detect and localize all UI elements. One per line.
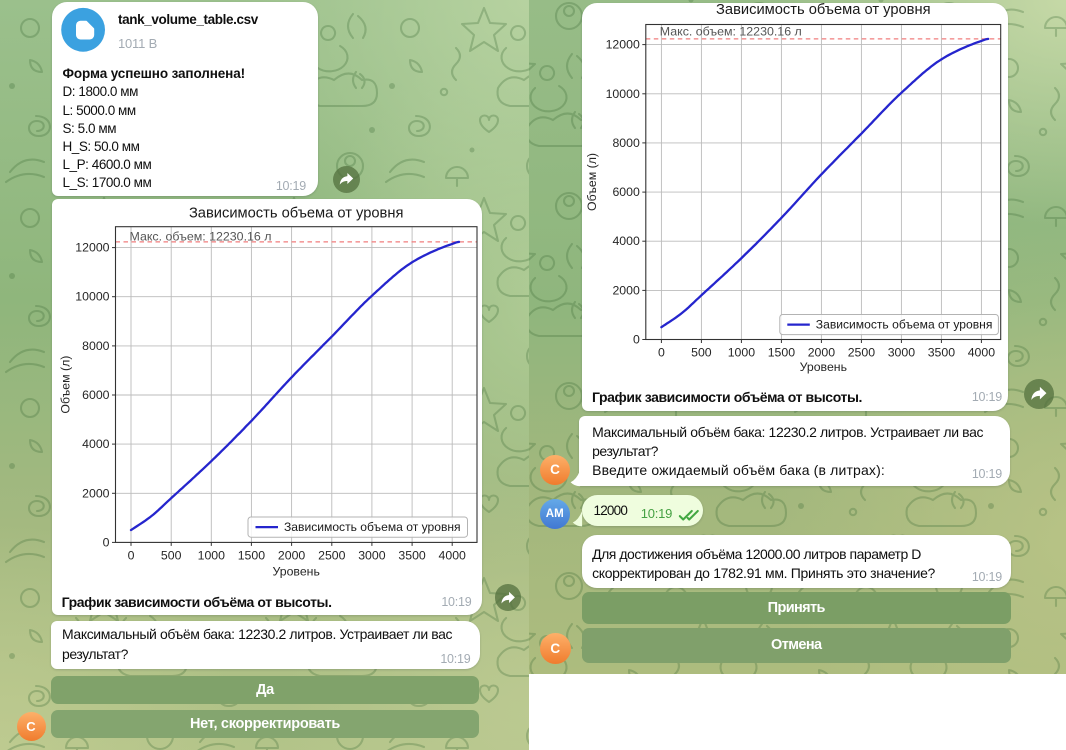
svg-text:2500: 2500 xyxy=(848,345,876,359)
svg-text:Зависимость объема от уровня: Зависимость объема от уровня xyxy=(816,318,993,332)
svg-text:8000: 8000 xyxy=(82,339,110,353)
svg-text:6000: 6000 xyxy=(82,388,110,402)
svg-text:2000: 2000 xyxy=(278,548,306,562)
svg-text:Макс. объем: 12230.16 л: Макс. объем: 12230.16 л xyxy=(130,230,272,244)
svg-text:3500: 3500 xyxy=(928,345,956,359)
svg-text:Уровень: Уровень xyxy=(273,565,320,579)
svg-text:0: 0 xyxy=(633,333,640,347)
svg-text:1500: 1500 xyxy=(238,548,266,562)
svg-text:Уровень: Уровень xyxy=(800,360,847,374)
svg-text:500: 500 xyxy=(691,345,712,359)
svg-text:4000: 4000 xyxy=(82,437,110,451)
svg-text:10000: 10000 xyxy=(75,290,109,304)
svg-text:2000: 2000 xyxy=(612,283,640,297)
svg-text:3000: 3000 xyxy=(358,548,386,562)
svg-text:12000: 12000 xyxy=(606,38,640,52)
svg-text:1000: 1000 xyxy=(728,345,756,359)
svg-text:2000: 2000 xyxy=(808,345,836,359)
svg-text:500: 500 xyxy=(161,548,182,562)
svg-text:1500: 1500 xyxy=(768,345,796,359)
svg-text:Зависимость объема от уровня: Зависимость объема от уровня xyxy=(189,206,404,222)
svg-text:2500: 2500 xyxy=(318,548,346,562)
svg-text:3000: 3000 xyxy=(888,345,916,359)
svg-text:6000: 6000 xyxy=(612,185,640,199)
svg-text:4000: 4000 xyxy=(968,345,996,359)
svg-text:12000: 12000 xyxy=(75,241,109,255)
svg-text:0: 0 xyxy=(128,548,135,562)
svg-text:3500: 3500 xyxy=(398,548,426,562)
svg-text:0: 0 xyxy=(658,345,665,359)
svg-text:Зависимость объема от уровня: Зависимость объема от уровня xyxy=(716,2,931,18)
svg-text:8000: 8000 xyxy=(612,136,640,150)
svg-text:2000: 2000 xyxy=(82,486,110,500)
svg-text:Макс. объем: 12230.16 л: Макс. объем: 12230.16 л xyxy=(660,25,802,39)
svg-text:4000: 4000 xyxy=(439,548,467,562)
svg-text:Зависимость объема от уровня: Зависимость объема от уровня xyxy=(284,520,461,534)
svg-text:0: 0 xyxy=(103,535,110,549)
svg-text:Объем (л): Объем (л) xyxy=(585,153,599,211)
svg-text:10000: 10000 xyxy=(606,87,640,101)
svg-text:1000: 1000 xyxy=(198,548,226,562)
svg-text:Объем (л): Объем (л) xyxy=(59,356,73,414)
svg-text:4000: 4000 xyxy=(612,234,640,248)
